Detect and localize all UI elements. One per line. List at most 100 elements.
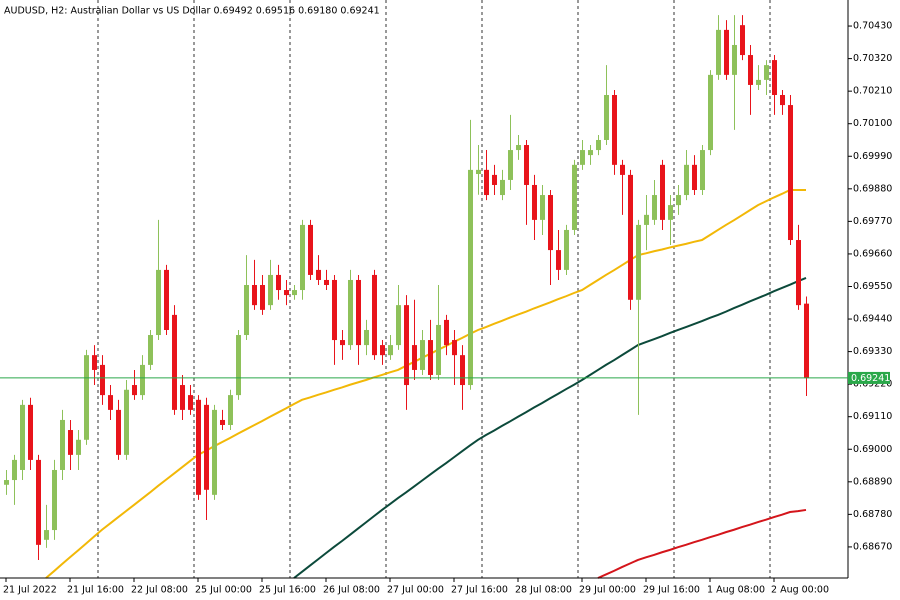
separators <box>97 0 771 578</box>
y-tick-label: 0.69990 <box>853 151 892 162</box>
x-tick-label: 28 Jul 08:00 <box>515 585 572 596</box>
candle-body <box>340 340 345 346</box>
candle-body <box>364 329 369 346</box>
candle-body <box>84 355 89 440</box>
moving-average <box>293 276 807 579</box>
candle-body <box>172 314 177 410</box>
candle-body <box>180 385 185 410</box>
candle-body <box>460 355 465 386</box>
moving-average <box>597 508 807 579</box>
candle-body <box>244 285 249 336</box>
y-tick-label: 0.69550 <box>853 281 892 292</box>
candle-body <box>780 95 785 106</box>
candle-body <box>732 44 737 75</box>
candle-body <box>484 169 489 196</box>
candle-body <box>404 305 409 386</box>
candle-body <box>572 164 577 230</box>
price-label-box <box>848 371 890 384</box>
candle-body <box>228 395 233 425</box>
candle-body <box>644 214 649 225</box>
y-tick-label: 0.69000 <box>853 444 892 455</box>
candle-body <box>156 269 161 336</box>
candle-body <box>396 305 401 346</box>
candle-body <box>676 195 681 206</box>
y-tick-label: 0.69880 <box>853 183 892 194</box>
y-tick-label: 0.70210 <box>853 86 892 97</box>
candle-body <box>12 459 17 481</box>
x-tick-label: 27 Jul 00:00 <box>387 585 444 596</box>
candle-body <box>500 179 505 196</box>
candle-body <box>492 174 497 185</box>
candle-body <box>380 345 385 356</box>
candle-body <box>124 389 129 455</box>
candle-body <box>620 164 625 175</box>
x-tick-label: 22 Jul 08:00 <box>131 585 188 596</box>
y-tick-label: 0.69110 <box>853 411 892 422</box>
candle-body <box>44 530 49 540</box>
price-label: 0.69241 <box>851 373 890 384</box>
candle-body <box>636 224 641 300</box>
x-tick-label: 21 Jul 2022 <box>3 585 57 596</box>
candle-body <box>20 404 25 470</box>
candle-body <box>140 364 145 396</box>
candle-body <box>252 285 257 306</box>
candle-body <box>684 164 689 196</box>
candle-body <box>708 74 713 151</box>
candle-body <box>76 439 81 455</box>
candle-body <box>68 430 73 455</box>
candle-body <box>556 250 561 270</box>
candle-body <box>28 404 33 460</box>
y-tick-label: 0.69220 <box>853 379 892 390</box>
y-tick-label: 0.70430 <box>853 21 892 32</box>
candle-body <box>748 55 753 85</box>
candle-body <box>508 150 513 180</box>
candle-body <box>164 269 169 330</box>
y-tick-label: 0.70100 <box>853 118 892 129</box>
candle-body <box>604 95 609 140</box>
candle-body <box>36 459 41 545</box>
candle-body <box>268 274 273 306</box>
candle-body <box>540 195 545 220</box>
candle-body <box>436 324 441 375</box>
candle-body <box>292 290 297 296</box>
candle-body <box>756 79 761 85</box>
candle-body <box>692 164 697 191</box>
candle-body <box>764 65 769 80</box>
y-tick-label: 0.69330 <box>853 346 892 357</box>
candle-body <box>420 340 425 370</box>
candle-body <box>220 419 225 425</box>
candle-body <box>4 480 9 485</box>
moving-average <box>45 189 806 579</box>
candle-body <box>372 274 377 356</box>
candle-body <box>564 229 569 270</box>
candle-body <box>548 195 553 251</box>
x-tick-label: 21 Jul 16:00 <box>67 585 124 596</box>
candle-body <box>236 335 241 396</box>
x-tick-label: 27 Jul 16:00 <box>451 585 508 596</box>
candle-body <box>148 335 153 365</box>
candle-body <box>388 345 393 356</box>
candle-body <box>92 355 97 370</box>
candle-body <box>276 274 281 291</box>
candle-body <box>100 364 105 396</box>
candle-body <box>588 150 593 156</box>
candle-body <box>612 95 617 165</box>
candle-body <box>660 164 665 220</box>
candle-body <box>196 399 201 495</box>
y-tick-label: 0.69440 <box>853 314 892 325</box>
candle-body <box>204 404 209 490</box>
candle-body <box>316 269 321 280</box>
candle-body <box>324 279 329 286</box>
candle-body <box>188 395 193 410</box>
candle-body <box>668 205 673 220</box>
candle-body <box>700 150 705 191</box>
candle-body <box>532 184 537 220</box>
candle-body <box>444 319 449 346</box>
chart-title: AUDUSD, H2: Australian Dollar vs US Doll… <box>4 6 380 17</box>
candle-body <box>116 409 121 455</box>
candle-body <box>108 395 113 410</box>
candle-body <box>468 169 473 386</box>
candle-body <box>132 385 137 396</box>
